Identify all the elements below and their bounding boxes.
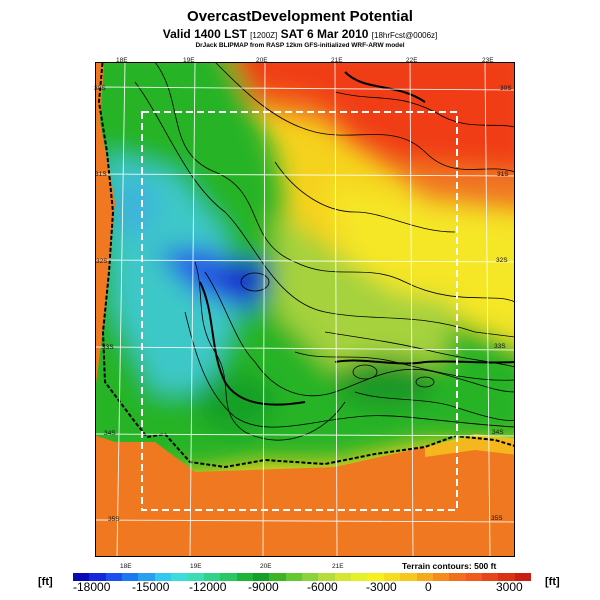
lat-label-left: 35S [108, 516, 120, 523]
color-scale-label: 0 [425, 580, 432, 594]
lat-label-left: 32S [96, 258, 108, 265]
color-scale-cell [302, 573, 319, 581]
valid-time: Valid 1400 LST [162, 27, 247, 41]
color-scale-cell [318, 573, 336, 581]
lat-label-left: 34S [104, 430, 116, 437]
color-scale-cell [187, 573, 205, 581]
lat-label-left: 33S [102, 344, 114, 351]
field-yellow-east [325, 182, 515, 360]
color-scale-cell [416, 573, 434, 581]
color-scale-cell [105, 573, 123, 581]
color-scale-cell [171, 573, 188, 581]
color-scale-label: -3000 [366, 580, 397, 594]
color-scale-cell [252, 573, 270, 581]
lat-label-right: 35S [491, 515, 503, 522]
color-scale-label: -15000 [132, 580, 170, 594]
color-scale-cell [285, 573, 303, 581]
field-darkgreen-1 [195, 372, 275, 432]
field-cyan-blob [113, 177, 157, 237]
lat-label-right: 32S [496, 257, 508, 264]
color-scale-cell [89, 573, 107, 581]
color-scale-cell [154, 573, 172, 581]
lat-label-right: 33S [494, 343, 506, 350]
color-scale-cell [220, 573, 238, 581]
lat-label-right: 34S [492, 429, 504, 436]
model-credit: DrJack BLIPMAP from RASP 12km GFS-initia… [195, 42, 405, 49]
field-lightgreen [275, 212, 455, 382]
color-scale-bar [73, 573, 532, 581]
color-scale-cell [432, 573, 450, 581]
lon-label-top: 18E [116, 57, 128, 64]
color-scale-cell [465, 573, 483, 581]
lat-label-right: 31S [497, 171, 509, 178]
color-scale-cell [138, 573, 156, 581]
color-scale-cell [367, 573, 385, 581]
color-scale-cell [481, 573, 499, 581]
unit-left: [ft] [38, 576, 53, 588]
utc-time: [1200Z] [250, 31, 278, 40]
color-scale-cell [351, 573, 368, 581]
lon-label-bottom: 21E [332, 563, 344, 570]
lon-label-top: 21E [331, 57, 343, 64]
field-sea-south [95, 435, 515, 557]
terrain-contours [134, 62, 515, 441]
color-scale-cell [122, 573, 139, 581]
map-frame [95, 62, 515, 557]
color-scale-cell [236, 573, 254, 581]
color-scale-label: -6000 [307, 580, 338, 594]
lon-label-bottom: 20E [260, 563, 272, 570]
field-sea-west [95, 62, 115, 392]
color-scale-cell [498, 573, 516, 581]
graticule [95, 62, 515, 557]
lon-label-top: 19E [183, 57, 195, 64]
lon-label-bottom: 18E [120, 563, 132, 570]
color-scale-cell [400, 573, 417, 581]
forecast-map [95, 62, 515, 557]
color-scale-label: -18000 [73, 580, 111, 594]
field-blue-core [219, 259, 271, 295]
color-scale-cell [514, 573, 532, 581]
color-scale-cell [73, 573, 90, 581]
color-scale-label: 3000 [496, 580, 523, 594]
valid-date: SAT 6 Mar 2010 [280, 27, 369, 41]
lat-label-left: 31S [95, 171, 107, 178]
inner-domain-box [141, 111, 458, 511]
color-scale-cell [269, 573, 287, 581]
field-red-north [205, 62, 515, 181]
terrain-note: Terrain contours: 500 ft [402, 561, 497, 571]
color-scale-cell [334, 573, 352, 581]
color-scale-cell [203, 573, 221, 581]
lon-label-top: 22E [406, 57, 418, 64]
field-orange-north [215, 82, 515, 211]
lat-label-left: 30S [94, 85, 106, 92]
color-scale-cell [449, 573, 467, 581]
forecast-time: [18hrFcst@0006z] [371, 31, 438, 40]
unit-right: [ft] [545, 576, 560, 588]
map-subtitle: Valid 1400 LST [1200Z] SAT 6 Mar 2010 [1… [0, 27, 600, 41]
lon-label-bottom: 19E [190, 563, 202, 570]
color-scale-label: -12000 [189, 580, 227, 594]
color-scale-cell [383, 573, 401, 581]
lon-label-top: 20E [256, 57, 268, 64]
color-scale-label: -9000 [248, 580, 279, 594]
field-darkgreen-2 [335, 357, 435, 407]
map-title: OvercastDevelopment Potential [187, 8, 413, 25]
lon-label-top: 23E [482, 57, 494, 64]
lat-label-right: 30S [500, 85, 512, 92]
